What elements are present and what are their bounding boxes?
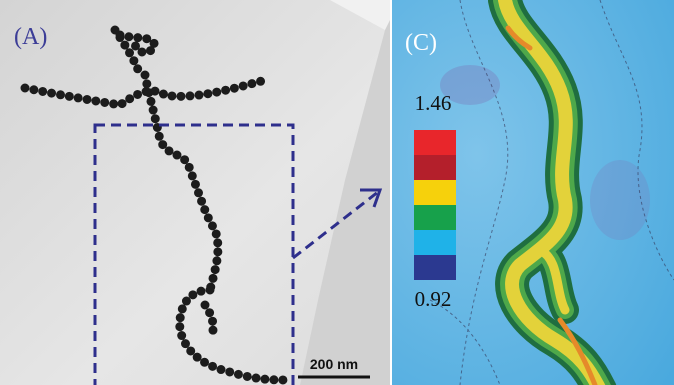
panel-a: (A) 200 nm [0,0,390,385]
colorbar-max: 1.46 [415,91,452,115]
colorbar [414,130,456,280]
panel-label: (A) [14,24,47,50]
figure: (A) 200 nm (C) 1.46 [0,0,674,385]
panel-label: (C) [405,30,437,56]
panel-c: (C) 1.46 0.92 [392,0,674,385]
scale-bar-label: 200 nm [310,356,358,372]
colorbar-min: 0.92 [415,287,452,311]
